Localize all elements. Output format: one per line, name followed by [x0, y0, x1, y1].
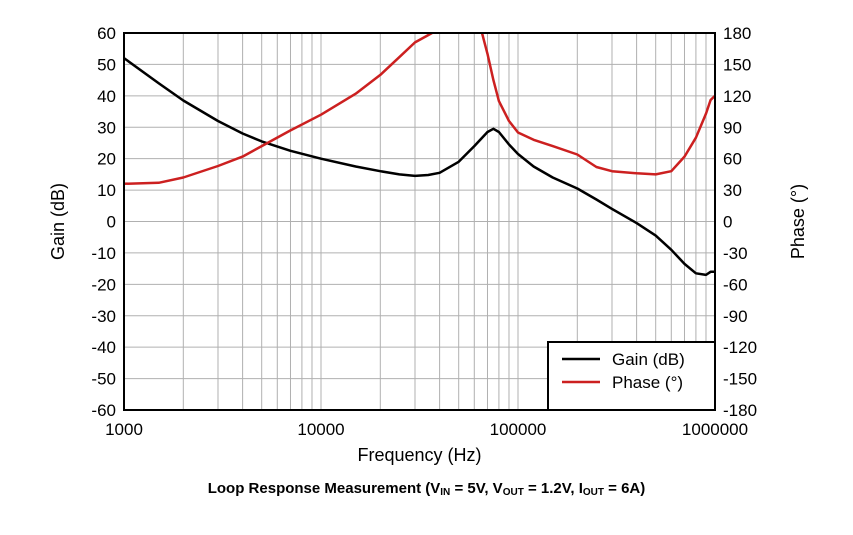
chart-caption: Loop Response Measurement (VIN = 5V, VOU… — [0, 480, 853, 498]
y2-tick-label: 180 — [723, 24, 751, 43]
legend-entry-gain: Gain (dB) — [612, 350, 685, 369]
x-tick-label: 10000 — [297, 420, 344, 439]
y-tick-label: -40 — [91, 338, 116, 357]
y-tick-label: -50 — [91, 370, 116, 389]
plot-curves — [124, 33, 715, 277]
y-tick-label: 50 — [97, 55, 116, 74]
y-tick-label: 40 — [97, 87, 116, 106]
caption-text: = 5V, V — [450, 480, 503, 497]
y-axis-right-label: Phase (°) — [788, 184, 808, 259]
caption-text: = 1.2V, I — [523, 480, 583, 497]
legend: Gain (dB) Phase (°) — [547, 341, 716, 411]
y-tick-label: 30 — [97, 118, 116, 137]
y-axis-right-ticks: 180 150 120 90 60 30 0 -30 -60 -90 -120 -150 -180 — [723, 24, 757, 420]
y2-tick-label: -150 — [723, 370, 757, 389]
y-tick-label: -30 — [91, 307, 116, 326]
y-tick-label: -20 — [91, 275, 116, 294]
loop-response-chart: 60 50 40 30 20 10 0 -10 -20 -30 -40 -50 -60 180 150 12… — [48, 24, 808, 465]
y-tick-label: 10 — [97, 181, 116, 200]
caption-sub-out: OUT — [502, 487, 524, 498]
series-line-phase — [124, 33, 715, 186]
y2-tick-label: 120 — [723, 87, 751, 106]
legend-box — [547, 341, 716, 411]
x-axis-ticks: 1000 10000 100000 1000000 — [105, 420, 748, 439]
caption-sub-in: IN — [440, 487, 451, 498]
caption-text: Loop Response Measurement (V — [207, 480, 441, 497]
y-tick-label: 20 — [97, 150, 116, 169]
y2-tick-label: -90 — [723, 307, 748, 326]
y2-tick-label: -120 — [723, 338, 757, 357]
y-axis-left-label: Gain (dB) — [48, 183, 68, 260]
y-tick-label: 0 — [107, 213, 116, 232]
y2-tick-label: -60 — [723, 275, 748, 294]
x-axis-label: Frequency (Hz) — [357, 445, 481, 465]
legend-entry-phase: Phase (°) — [612, 373, 683, 392]
y-axis-left-ticks: 60 50 40 30 20 10 0 -10 -20 -30 -40 -50 -60 — [91, 24, 116, 420]
caption-sub-iout: OUT — [582, 487, 604, 498]
y-tick-label: -60 — [91, 401, 116, 420]
y2-tick-label: 150 — [723, 55, 751, 74]
y-tick-label: -10 — [91, 244, 116, 263]
y-tick-label: 60 — [97, 24, 116, 43]
plot-frame — [123, 32, 716, 411]
y2-tick-label: -30 — [723, 244, 748, 263]
y2-tick-label: -180 — [723, 401, 757, 420]
y2-tick-label: 60 — [723, 150, 742, 169]
x-tick-label: 1000000 — [682, 420, 748, 439]
y2-tick-label: 0 — [723, 213, 732, 232]
caption-text: = 6A) — [603, 480, 646, 497]
x-tick-label: 1000 — [105, 420, 143, 439]
y2-tick-label: 90 — [723, 118, 742, 137]
series-line-gain — [124, 56, 715, 277]
y2-tick-label: 30 — [723, 181, 742, 200]
x-tick-label: 100000 — [490, 420, 547, 439]
